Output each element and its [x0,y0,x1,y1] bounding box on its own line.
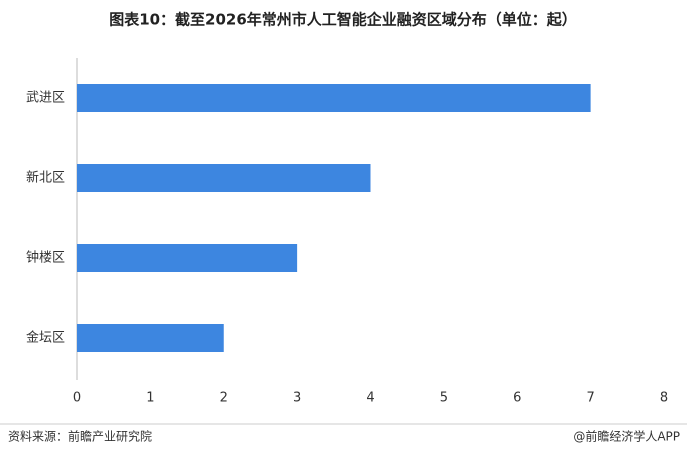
credit: @前瞻经济学人APP [573,429,680,444]
bar [77,164,371,192]
y-tick-label: 金坛区 [26,330,65,346]
chart-title: 图表10：截至2026年常州市人工智能企业融资区域分布（单位：起） [109,11,577,29]
y-tick-label: 武进区 [26,91,65,106]
x-tick-label: 6 [513,391,521,406]
x-tick-label: 8 [660,391,668,406]
bar [77,324,224,352]
source: 资料来源：前瞻产业研究院 [8,429,152,444]
x-tick-label: 4 [366,391,374,406]
x-tick-label: 0 [73,391,81,406]
y-tick-label: 新北区 [26,170,65,186]
x-tick-label: 1 [146,391,154,406]
bar [77,84,591,112]
x-tick-label: 5 [440,391,448,406]
y-tick-label: 钟楼区 [26,250,65,266]
x-tick-label: 7 [586,391,594,406]
bar [77,244,298,272]
x-tick-label: 2 [220,391,228,406]
x-tick-label: 3 [293,391,301,406]
